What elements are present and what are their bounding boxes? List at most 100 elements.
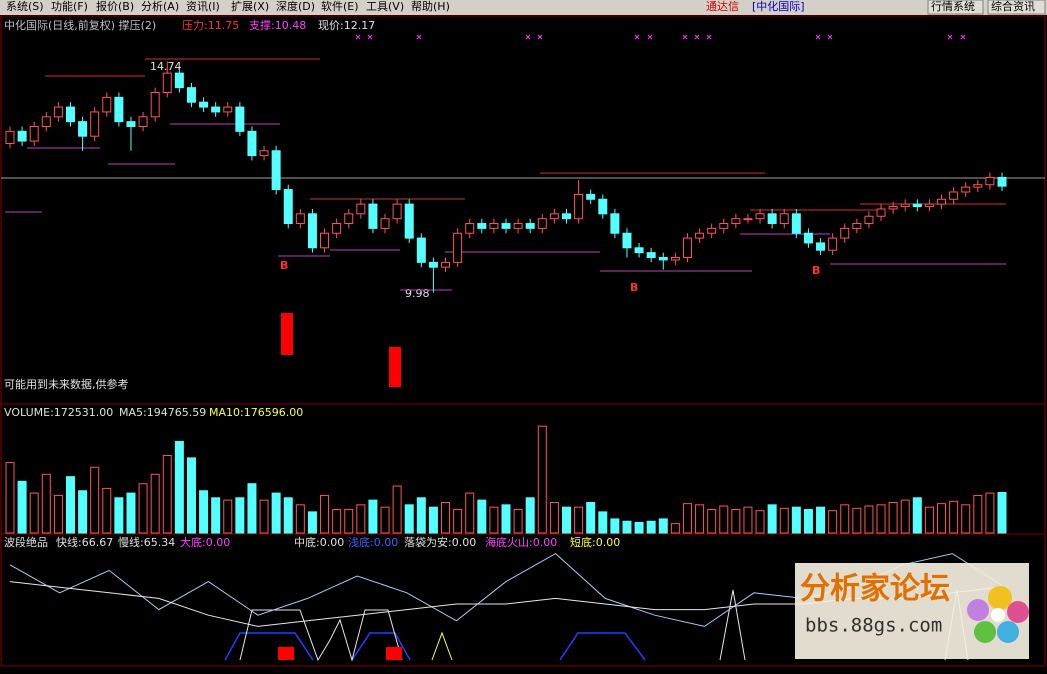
indicator-name: 波段绝品: [4, 535, 48, 549]
volume-bar: [888, 501, 898, 534]
volume-bar: [743, 506, 753, 534]
candle-body: [949, 191, 959, 200]
volume-bar: [828, 510, 838, 534]
candle-body: [961, 186, 971, 193]
signal-block: [278, 647, 294, 660]
candle-body: [574, 193, 584, 220]
volume-bar: [961, 504, 971, 534]
candle-body: [17, 130, 27, 142]
volume-bar: [840, 504, 850, 534]
volume-bar: [332, 509, 342, 534]
volume-label: MA5:194765.59: [119, 406, 206, 419]
candle-body: [731, 218, 741, 225]
signal-bar: [389, 347, 401, 387]
menu-item[interactable]: 深度(D): [276, 0, 315, 13]
volume-bar: [17, 480, 27, 534]
volume-bar: [803, 509, 813, 534]
candle-body: [332, 223, 342, 234]
candle-body: [29, 125, 39, 142]
volume-bar: [707, 509, 717, 534]
candle-body: [852, 223, 862, 229]
candle-body: [271, 150, 281, 191]
volume-label: MA10:176596.00: [209, 406, 303, 419]
volume-bar: [900, 499, 910, 534]
candle-body: [114, 96, 124, 123]
volume-bar: [695, 504, 705, 534]
candle-body: [876, 208, 886, 217]
menu-item[interactable]: 报价(B): [96, 0, 134, 13]
signal-bar: [281, 313, 293, 355]
indicator-label: 短底:0.00: [570, 535, 620, 549]
candle-body: [912, 203, 922, 208]
pressure: 压力:11.75: [182, 19, 239, 32]
candle-body: [561, 213, 571, 220]
volume-bar: [428, 506, 438, 534]
volume-bar: [344, 509, 354, 534]
button-label[interactable]: 行情系统: [931, 0, 975, 13]
candle-body: [126, 121, 136, 127]
volume-bar: [561, 506, 571, 534]
volume-bar: [598, 511, 608, 534]
candle-body: [682, 237, 692, 258]
indicator-label: 落袋为安:0.00: [404, 535, 476, 549]
volume-bar: [949, 500, 959, 534]
menu-item[interactable]: 资讯(I): [186, 0, 220, 13]
menu-item[interactable]: 软件(E): [321, 0, 359, 13]
volume-bar: [29, 492, 39, 534]
indicator-label: 大底:0.00: [180, 535, 230, 549]
volume-bar: [78, 490, 88, 534]
menu-item[interactable]: 功能(F): [51, 0, 88, 13]
volume-bar: [852, 507, 862, 534]
volume-bar: [235, 497, 245, 534]
menu-item[interactable]: 扩展(X): [231, 0, 269, 13]
volume-bar: [356, 504, 366, 534]
candle-body: [549, 213, 559, 220]
volume-bar: [441, 501, 451, 534]
candle-body: [356, 203, 366, 215]
candle-body: [428, 261, 438, 268]
candle-body: [973, 184, 983, 188]
volume-bar: [5, 462, 15, 534]
button[interactable]: [927, 0, 984, 15]
menu-item[interactable]: 系统(S): [6, 0, 44, 13]
volume-bar: [162, 455, 172, 534]
volume-bar: [41, 473, 51, 534]
candle-body: [441, 261, 451, 268]
candle-body: [186, 87, 196, 103]
candle-body: [985, 176, 995, 186]
candle-body: [247, 130, 257, 157]
volume-bar: [283, 497, 293, 534]
volume-bar: [622, 520, 632, 534]
candle-body: [404, 203, 414, 239]
candle-body: [41, 116, 51, 127]
volume-bar: [368, 499, 378, 534]
volume-bar: [199, 490, 209, 534]
volume-bar: [380, 506, 390, 534]
indicator-label: 快线:66.67: [56, 535, 113, 549]
volume-bar: [259, 499, 269, 534]
button-label[interactable]: 综合资讯: [991, 0, 1035, 13]
support: 支撑:10.48: [249, 18, 306, 32]
volume-bar: [392, 485, 402, 534]
button[interactable]: [987, 0, 1046, 15]
candle-body: [5, 130, 15, 144]
candle-body: [344, 213, 354, 225]
volume-bar: [307, 511, 317, 534]
volume-bar: [65, 476, 75, 534]
candle-body: [525, 223, 535, 229]
candle-body: [199, 101, 209, 108]
menu-item[interactable]: 分析(A): [141, 0, 179, 13]
menu-item[interactable]: 帮助(H): [411, 0, 450, 13]
candle-body: [283, 189, 293, 225]
candle-body: [501, 223, 511, 229]
chart-title: 中化国际(日线,前复权) 撑压(2): [4, 18, 156, 32]
menu-item[interactable]: 工具(V): [366, 0, 404, 13]
candle-body: [65, 106, 75, 123]
candle-body: [102, 96, 112, 113]
indicator-label: 海底火山:0.00: [485, 535, 557, 549]
candle-body: [259, 150, 269, 157]
signal-letter: B: [280, 259, 288, 272]
candle-body: [791, 213, 801, 234]
volume-bar: [247, 483, 257, 534]
